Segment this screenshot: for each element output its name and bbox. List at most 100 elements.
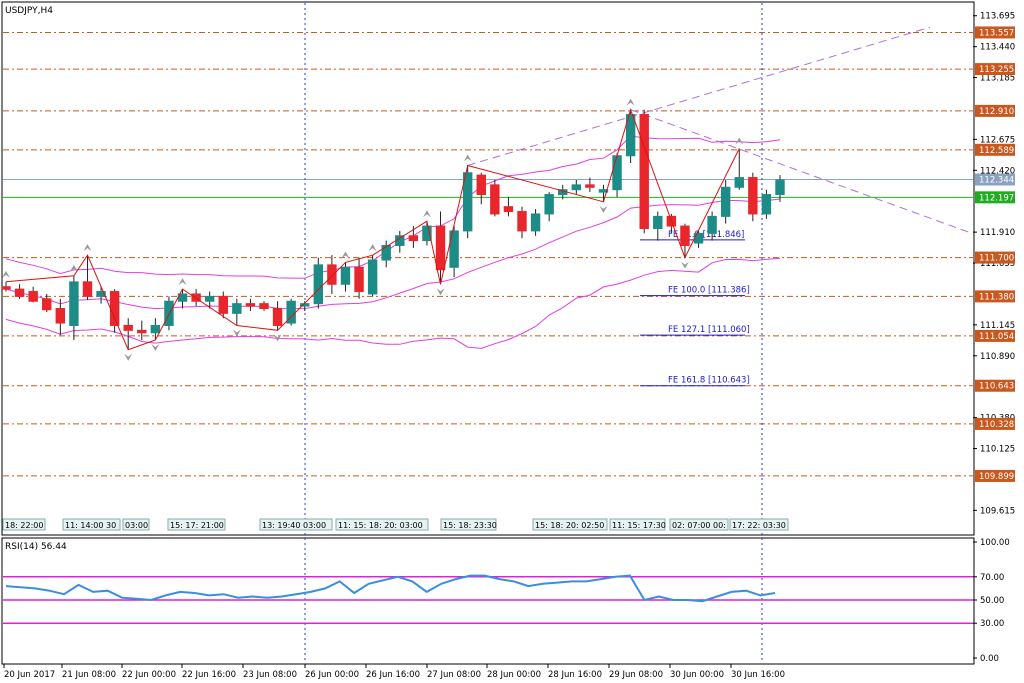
fe-label: FE 100.0 [111.386]: [668, 286, 750, 296]
level-tag-label: 109.899: [979, 472, 1014, 482]
level-tag: [975, 379, 1015, 392]
middle-band: [5, 198, 781, 310]
horizontal-levels: [3, 31, 973, 477]
level-tag-label: 110.643: [979, 382, 1014, 392]
fractal-arrows: [2, 98, 744, 361]
price-tick-label: 112.420: [980, 166, 1015, 176]
fe-label: FE 161.8 [110.643]: [668, 376, 750, 386]
time-tick-label: 22 Jun 00:00: [122, 670, 176, 680]
price-tick-label: 111.910: [980, 228, 1015, 238]
level-tag: [975, 191, 1015, 204]
price-panel[interactable]: [1, 1, 975, 536]
candle-body: [734, 177, 744, 188]
candle-body: [137, 329, 147, 334]
level-tag-label: 112.344: [979, 176, 1014, 186]
session-tag-label: 11: 14:00 30: [65, 521, 116, 530]
time-tick-label: 22 Jun 16:00: [182, 670, 236, 680]
session-tag: [532, 518, 608, 531]
candles: [1, 109, 785, 350]
candle-body: [720, 186, 731, 217]
upper-trendline: [467, 26, 931, 166]
time-tick-label: 23 Jun 08:00: [243, 670, 297, 680]
session-tag: [259, 518, 333, 531]
rsi-panel[interactable]: [1, 537, 975, 665]
fractal-down-arrow: [232, 329, 241, 337]
candle-body: [191, 293, 201, 302]
fractal-down-arrow: [680, 261, 689, 269]
candle-body: [693, 232, 704, 244]
candle-body: [272, 308, 283, 326]
candle-body: [503, 206, 514, 213]
session-tag-label: 13: 19:40 03:00: [262, 521, 326, 530]
candle-body: [490, 184, 500, 215]
fractal-up-arrow: [422, 210, 431, 218]
candle-body: [625, 114, 636, 157]
level-tag-label: 111.380: [979, 292, 1014, 302]
fractal-up-arrow: [341, 251, 350, 259]
price-tick-label: 113.185: [980, 74, 1015, 84]
candle-body: [150, 324, 161, 334]
fractal-up-arrow: [178, 278, 187, 286]
candle-body: [476, 174, 486, 196]
candle-body: [653, 215, 663, 229]
candle-body: [585, 184, 595, 188]
rsi-tick-label: 50.00: [980, 596, 1004, 606]
session-tag-label: 15: 17: 21:00: [170, 521, 224, 530]
bollinger-bands: [5, 135, 781, 349]
candle-body: [82, 281, 93, 297]
rsi-tick-label: 0.00: [980, 654, 999, 664]
level-tag: [975, 173, 1015, 186]
trendlines: [467, 26, 973, 234]
candle-body: [612, 155, 622, 191]
price-tick-label: 111.145: [980, 321, 1015, 331]
fe-label: FE 127.1 [111.060]: [668, 325, 750, 335]
time-tick-label: 30 Jun 16:00: [731, 670, 785, 680]
time-tick-label: 29 Jun 08:00: [609, 670, 663, 680]
level-tag-label: 113.255: [979, 65, 1014, 75]
candle-body: [598, 189, 609, 193]
candle-body: [517, 211, 527, 232]
fractal-up-arrow: [626, 98, 635, 106]
candle-body: [164, 300, 174, 326]
candle-body: [354, 266, 364, 293]
candle-body: [259, 303, 269, 310]
session-tag-label: 15: 18: 23:30: [443, 521, 497, 530]
level-tag: [975, 104, 1015, 117]
fractal-down-arrow: [124, 353, 133, 361]
candle-body: [422, 225, 432, 242]
rsi-indicator: [3, 574, 973, 624]
rsi-line: [5, 574, 776, 603]
price-tick-label: 112.675: [980, 135, 1015, 145]
candle-body: [14, 288, 25, 297]
rsi-tick-label: 30.00: [980, 619, 1004, 629]
price-tick-label: 111.655: [980, 259, 1015, 269]
session-tag-label: 11: 15: 17:30: [612, 521, 666, 530]
candle-body: [313, 264, 324, 305]
level-tag-label: 112.910: [979, 107, 1014, 117]
fractal-up-arrow: [83, 244, 92, 252]
session-tag: [335, 518, 429, 531]
session-tag: [167, 518, 226, 531]
candle-body: [96, 291, 106, 297]
session-tag: [122, 518, 150, 531]
session-tag-label: 02: 07:00 00:: [672, 521, 726, 530]
candle-body: [680, 225, 690, 246]
candle-body: [571, 184, 582, 191]
fractal-down-arrow: [436, 288, 445, 296]
candle-body: [232, 303, 242, 314]
level-tag: [975, 251, 1015, 264]
level-tag: [975, 26, 1015, 39]
candle-body: [28, 291, 38, 302]
level-tag: [975, 469, 1015, 482]
zigzag: [5, 108, 740, 351]
candle-body: [449, 230, 459, 268]
session-tag: [609, 518, 666, 531]
candle-body: [707, 215, 717, 234]
level-tag-label: 112.589: [979, 146, 1014, 156]
candle-body: [327, 264, 337, 285]
price-axis: 113.695 113.440 113.185 112.675 112.420 111.9…: [973, 12, 1015, 516]
fractal-up-arrow: [2, 270, 10, 278]
time-tick-label: 21 Jun 08:00: [62, 670, 116, 680]
candle-body: [109, 291, 120, 326]
